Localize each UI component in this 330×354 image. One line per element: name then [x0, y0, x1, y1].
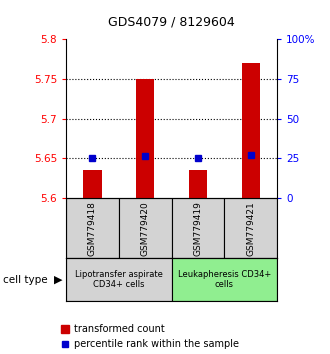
Text: Lipotransfer aspirate
CD34+ cells: Lipotransfer aspirate CD34+ cells — [75, 270, 163, 289]
Text: cell type: cell type — [3, 275, 48, 285]
Bar — [242, 63, 260, 198]
Bar — [119, 198, 172, 258]
Bar — [66, 258, 172, 301]
Bar — [189, 170, 207, 198]
Text: GSM779419: GSM779419 — [193, 201, 203, 256]
Text: GSM779420: GSM779420 — [141, 201, 150, 256]
Bar — [224, 198, 277, 258]
Text: Leukapheresis CD34+
cells: Leukapheresis CD34+ cells — [178, 270, 271, 289]
Text: GSM779418: GSM779418 — [88, 201, 97, 256]
Bar — [66, 198, 119, 258]
Bar — [172, 198, 224, 258]
Text: ▶: ▶ — [53, 275, 62, 285]
Bar — [172, 258, 277, 301]
Bar — [136, 79, 154, 198]
Legend: transformed count, percentile rank within the sample: transformed count, percentile rank withi… — [61, 324, 239, 349]
Bar — [83, 170, 102, 198]
Text: GDS4079 / 8129604: GDS4079 / 8129604 — [108, 16, 235, 29]
Text: GSM779421: GSM779421 — [246, 201, 255, 256]
